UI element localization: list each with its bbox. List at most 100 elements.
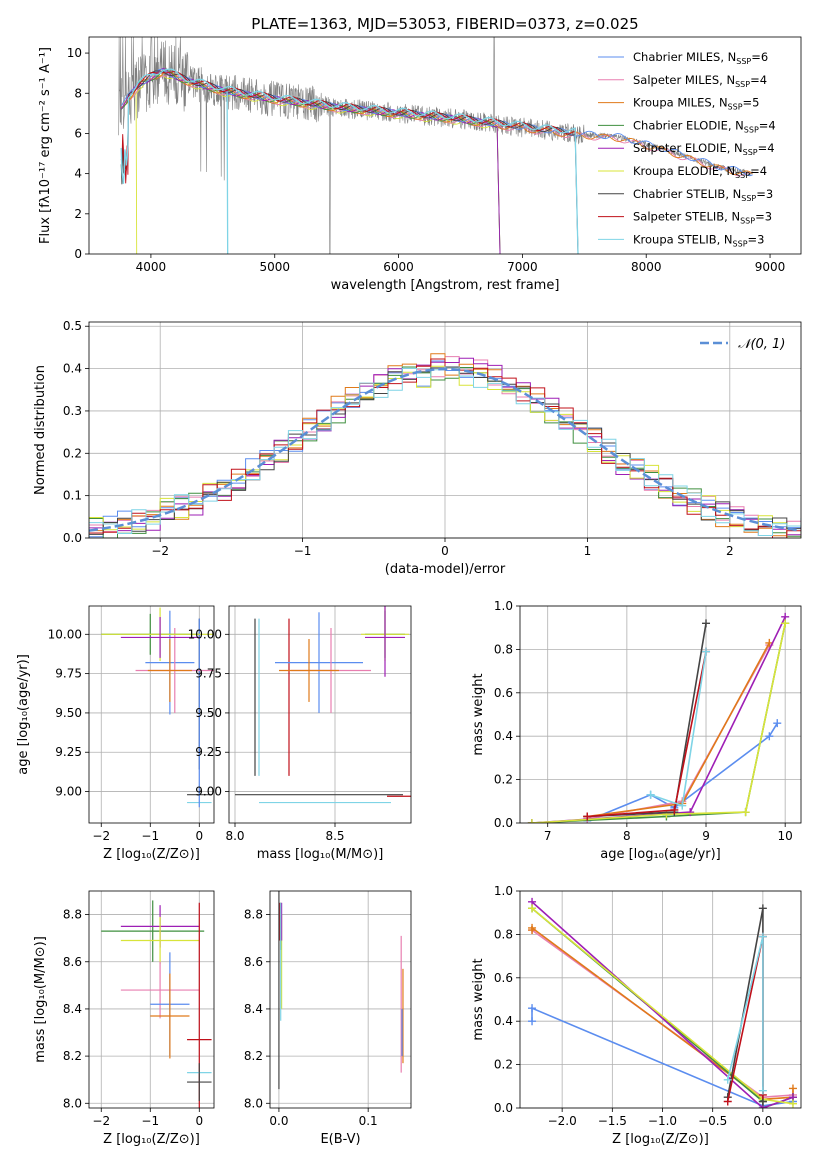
y-tick-label: 0.0 bbox=[494, 1101, 513, 1115]
y-tick-label: 10 bbox=[67, 46, 82, 60]
x-tick-label: 8 bbox=[623, 829, 631, 843]
y-tick-label: 9.25 bbox=[55, 745, 82, 759]
x-tick-label: −1 bbox=[141, 1114, 159, 1128]
x-tick-label: −0.5 bbox=[698, 1114, 727, 1128]
x-axis-label: E(B-V) bbox=[320, 1132, 360, 1147]
y-tick-label: 0.5 bbox=[63, 319, 82, 333]
legend-tail: =4 bbox=[750, 73, 767, 87]
chart-spectrum: 4000 5000 6000 7000 8000 9000 0 2 4 6 8 10 wavelengt… bbox=[38, 15, 802, 293]
x-tick-label: 8000 bbox=[631, 260, 662, 274]
weight-marker-chabrier_miles bbox=[765, 732, 774, 741]
chart-mass_vs_z: −2 −1 0 8.0 8.2 8.4 8.6 8.8 Z [log₁₀(Z/Z⊙)] mass … bbox=[33, 890, 215, 1147]
weight-marker-salpeter_elodie bbox=[686, 808, 695, 817]
weight-marker-chabrier_miles bbox=[528, 1017, 537, 1026]
y-tick-label: 9.00 bbox=[195, 785, 222, 799]
x-tick-label: −2 bbox=[151, 544, 169, 558]
legend-sub: SSP bbox=[744, 125, 759, 134]
y-tick-label: 9.00 bbox=[55, 785, 82, 799]
legend-label: Salpeter MILES, N bbox=[633, 73, 735, 87]
y-axis-label: Normed distribution bbox=[33, 365, 48, 495]
x-tick-label: 0 bbox=[195, 829, 203, 843]
y-axis-label: mass [log₁₀(M/M⊙)] bbox=[33, 936, 48, 1063]
x-tick-label: 0.1 bbox=[359, 1114, 378, 1128]
plot-area-residuals bbox=[89, 353, 801, 538]
legend-tail: =3 bbox=[755, 210, 772, 224]
y-tick-label: 0.0 bbox=[63, 531, 82, 545]
weight-marker-kroupa_miles bbox=[528, 923, 537, 932]
y-axis-label: mass weight bbox=[471, 673, 486, 755]
legend-entry: Salpeter STELIB, NSSP=3 bbox=[633, 210, 772, 226]
y-tick-label: 9.50 bbox=[195, 706, 222, 720]
chart-age_vs_z: −2 −1 0 9.00 9.25 9.50 9.75 10.00 Z [log₁₀(Z/Z⊙)… bbox=[16, 605, 215, 862]
weight-marker-chabrier_stelib bbox=[702, 619, 711, 628]
legend-tail: =3 bbox=[748, 232, 765, 246]
x-tick-label: 10 bbox=[778, 829, 793, 843]
y-tick-label: 0.8 bbox=[494, 642, 513, 656]
legend-entry: Salpeter ELODIE, NSSP=4 bbox=[633, 141, 775, 157]
axes-frame bbox=[88, 605, 215, 824]
legend-tail: =4 bbox=[758, 141, 775, 155]
x-tick-label: 0 bbox=[441, 544, 449, 558]
weight-marker-kroupa_stelib bbox=[646, 790, 655, 799]
legend-entry: Chabrier ELODIE, NSSP=4 bbox=[633, 118, 776, 134]
y-tick-label: 0.4 bbox=[63, 362, 82, 376]
legend-entry: Salpeter MILES, NSSP=4 bbox=[633, 73, 767, 89]
legend-label: 𝒩(0, 1) bbox=[738, 337, 785, 352]
x-tick-label: 8.5 bbox=[325, 829, 344, 843]
weight-marker-salpeter_stelib bbox=[670, 805, 679, 814]
weight-marker-kroupa_miles bbox=[788, 1084, 797, 1093]
legend: 𝒩(0, 1) bbox=[700, 337, 785, 352]
y-tick-label: 4 bbox=[74, 167, 82, 181]
weight-marker-kroupa_elodie bbox=[527, 819, 536, 823]
legend-label: Salpeter STELIB, N bbox=[633, 210, 740, 224]
plot-area-mass_vs_ebv bbox=[278, 891, 404, 1090]
plot-area-massweight_vs_age bbox=[527, 612, 790, 823]
x-tick-label: −1 bbox=[294, 544, 312, 558]
y-tick-label: 10.00 bbox=[48, 627, 82, 641]
y-tick-label: 9.50 bbox=[55, 706, 82, 720]
y-tick-label: 8.8 bbox=[63, 908, 82, 922]
y-tick-label: 0 bbox=[74, 247, 82, 261]
legend-tail: =4 bbox=[750, 164, 767, 178]
legend-entry: Chabrier MILES, NSSP=6 bbox=[633, 50, 768, 66]
x-tick-label: −1.0 bbox=[648, 1114, 677, 1128]
legend-label: Salpeter ELODIE, N bbox=[633, 141, 743, 155]
legend-sub: SSP bbox=[740, 217, 755, 226]
chart-title: PLATE=1363, MJD=53053, FIBERID=0373, z=0… bbox=[251, 15, 638, 33]
y-tick-label: 9.75 bbox=[195, 667, 222, 681]
legend-label: Kroupa ELODIE, N bbox=[633, 164, 735, 178]
axes-frame bbox=[519, 605, 802, 824]
y-tick-label: 8.0 bbox=[244, 1096, 263, 1110]
x-tick-label: 9000 bbox=[755, 260, 786, 274]
legend-sub: SSP bbox=[735, 171, 750, 180]
x-tick-label: −1.5 bbox=[598, 1114, 627, 1128]
y-tick-label: 6 bbox=[74, 126, 82, 140]
axes-frame bbox=[88, 36, 802, 255]
legend-entry: Kroupa MILES, NSSP=5 bbox=[633, 96, 759, 112]
weight-marker-chabrier_stelib bbox=[758, 904, 767, 913]
weight-marker-kroupa_stelib bbox=[678, 801, 687, 810]
y-tick-label: 8.4 bbox=[244, 1002, 263, 1016]
weight-marker-kroupa_elodie bbox=[528, 904, 537, 913]
legend-entry: Kroupa ELODIE, NSSP=4 bbox=[633, 164, 767, 180]
weight-line-salpeter_elodie bbox=[531, 616, 786, 823]
weight-marker-salpeter_stelib bbox=[583, 812, 592, 821]
x-tick-label: 4000 bbox=[136, 260, 167, 274]
weight-marker-kroupa_stelib bbox=[758, 1086, 767, 1095]
legend-sub: SSP bbox=[733, 239, 748, 248]
weight-marker-kroupa_elodie bbox=[788, 1099, 797, 1108]
chart-age_vs_mass: 8.0 8.5 9.00 9.25 9.50 9.75 10.00 mass [log₁₀(M… bbox=[188, 605, 412, 862]
chart-residuals: −2 −1 0 1 2 0.0 0.1 0.2 0.3 0.4 0.5 (data-model)/er… bbox=[33, 319, 802, 577]
y-axis-label: age [log₁₀(age/yr)] bbox=[16, 654, 31, 775]
axes-frame bbox=[228, 605, 412, 824]
plot-area-spectrum bbox=[118, 37, 753, 254]
weight-marker-kroupa_elodie bbox=[781, 619, 790, 628]
plot-area-massweight_vs_z bbox=[528, 897, 797, 1108]
legend-sub: SSP bbox=[743, 148, 758, 157]
weight-marker-kroupa_stelib bbox=[723, 1075, 732, 1084]
observed-spectrum bbox=[118, 37, 753, 254]
weight-line-salpeter_elodie bbox=[531, 901, 794, 1108]
weight-marker-salpeter_stelib bbox=[723, 1097, 732, 1106]
